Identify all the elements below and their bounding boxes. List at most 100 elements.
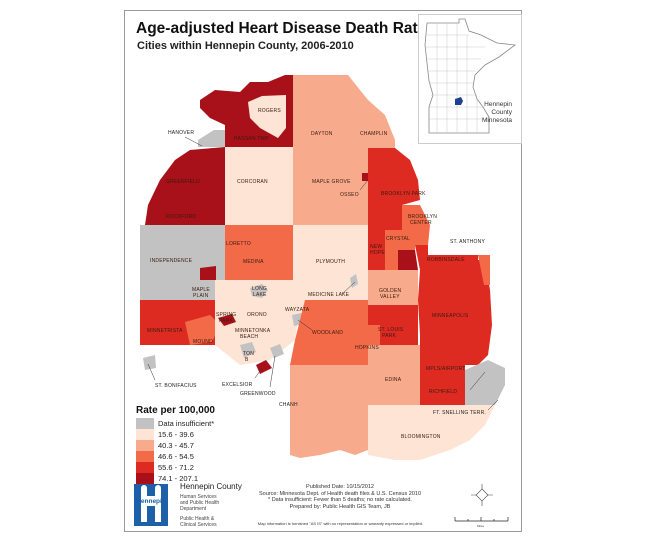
label-tonka-bay-2: B [245, 357, 249, 363]
hennepin-h-icon [141, 485, 161, 522]
region-bloomington [368, 405, 495, 460]
region-tonka-bay [240, 342, 256, 358]
region-richfield [420, 365, 465, 405]
region-st-anthony [478, 255, 490, 285]
region-corcoran [225, 147, 293, 225]
label-medicine-lake: MEDICINE LAKE [308, 292, 350, 298]
region-golden-valley [368, 270, 418, 305]
label-new-hope: NEW [370, 244, 382, 250]
label-ft-snelling: FT. SNELLING TERR. [433, 410, 486, 416]
label-long-lake-2: LAKE [253, 292, 267, 298]
label-chanhassen: CHANH [279, 402, 298, 408]
label-golden-valley-2: VALLEY [380, 294, 400, 300]
label-maple-plain-2: PLAIN [193, 293, 209, 299]
legend-label: 40.3 - 45.7 [158, 441, 194, 450]
region-greenfield [145, 147, 225, 225]
label-richfield: RICHFIELD [429, 389, 457, 395]
label-orono: ORONO [247, 312, 267, 318]
region-orono [215, 280, 300, 365]
region-hopkins [355, 325, 380, 345]
label-spring-park: SPRING [216, 312, 236, 318]
region-spring-park [218, 314, 236, 326]
region-rogers [248, 95, 286, 138]
org-name: Hennepin County [180, 482, 242, 491]
label-st-anthony: ST. ANTHONY [450, 239, 485, 245]
label-osseo: OSSEO [340, 192, 359, 198]
label-woodland: WOODLAND [312, 330, 343, 336]
inset-label: Hennepin County Minnesota [476, 101, 512, 125]
label-mound: MOUND [193, 339, 213, 345]
region-robbinsdale [398, 250, 418, 275]
legend-item: Data insufficient* [136, 418, 214, 429]
label-rockford: ROCKFORD [166, 214, 196, 220]
region-brooklyn-center [402, 205, 430, 245]
legend-label: 46.6 - 54.5 [158, 452, 194, 461]
legend-title: Rate per 100,000 [136, 405, 215, 416]
legend-label: 74.1 - 207.1 [158, 474, 199, 483]
inset-label-line: Hennepin [484, 101, 512, 108]
legend-item: 46.6 - 54.5 [136, 451, 214, 462]
region-champlin [342, 75, 395, 148]
label-minnetrista: MINNETRISTA [147, 328, 183, 334]
region-medina [225, 225, 293, 280]
label-tonka-bay: TON [243, 351, 254, 357]
label-st-louis-park-2: PARK [382, 333, 397, 339]
prepared-by: Prepared by: Public Health GIS Team, JB [289, 503, 391, 510]
label-dayton: DAYTON [311, 131, 333, 137]
label-spring-park-2: PARK [219, 318, 234, 324]
label-maple-plain: MAPLE [192, 287, 210, 293]
label-excelsior: EXCELSIOR [222, 382, 253, 388]
label-long-lake: LONG [252, 286, 267, 292]
legend-item: 74.1 - 207.1 [136, 473, 214, 484]
org-line: Public Health & [180, 516, 215, 522]
label-robbinsdale: ROBBINSDALE [427, 257, 465, 263]
region-eden-prairie [290, 365, 368, 458]
region-brooklyn-park [368, 148, 420, 230]
map-subtitle: Cities within Hennepin County, 2006-2010 [137, 40, 354, 52]
hennepin-highlight [455, 97, 463, 105]
region-hanover [198, 130, 225, 147]
label-hanover: HANOVER [168, 130, 194, 136]
label-hassan: HASSAN TWP [234, 136, 269, 142]
legend-label: 15.6 - 39.6 [158, 430, 194, 439]
legend-label: Data insufficient* [158, 419, 215, 428]
org-department: Human Services and Public Health Departm… [180, 494, 240, 512]
label-mpls-airport: MPLS/AIRPORT [426, 366, 466, 372]
region-greenwood [270, 344, 284, 358]
legend-swatch [136, 429, 154, 440]
label-brooklyn-center-2: CENTER [410, 220, 432, 226]
label-medina: MEDINA [243, 259, 264, 265]
legend-swatch [136, 440, 154, 451]
org-line: Department [180, 506, 207, 512]
published-date: Published Date: 10/15/2012 [306, 484, 374, 490]
hennepin-logo [134, 484, 168, 526]
region-osseo [362, 173, 371, 181]
region-edina [368, 345, 420, 405]
org-line: Clinical Services [180, 522, 217, 528]
region-st-bonifacius [143, 355, 156, 370]
label-independence: INDEPENDENCE [150, 258, 193, 264]
label-edina: EDINA [385, 377, 402, 383]
region-maple-grove [293, 148, 368, 225]
legend-swatch [136, 473, 154, 484]
label-loretto: LORETTO [226, 241, 251, 247]
label-maple-grove: MAPLE GROVE [312, 179, 351, 185]
map-notes: Published Date: 10/15/2012 Source: Minne… [240, 484, 440, 510]
data-note: * Data insufficient: Fewer than 5 deaths… [268, 497, 412, 503]
inset-label-line: County [491, 109, 512, 116]
label-st-louis-park: ST. LOUIS [378, 327, 404, 333]
label-crystal: CRYSTAL [386, 236, 410, 242]
label-greenfield: GREENFIELD [166, 179, 200, 185]
label-minnetonka-beach-2: BEACH [240, 334, 258, 340]
inset-locator-map [418, 14, 522, 144]
region-plymouth [293, 225, 368, 300]
legend-item: 40.3 - 45.7 [136, 440, 214, 451]
legend-swatch [136, 462, 154, 473]
label-greenwood: GREENWOOD [240, 391, 276, 397]
legend-item: 15.6 - 39.6 [136, 429, 214, 440]
map-title: Age-adjusted Heart Disease Death Rate [136, 20, 427, 37]
label-plymouth: PLYMOUTH [316, 259, 345, 265]
label-champlin: CHAMPLIN [360, 131, 388, 137]
org-line: Human Services [180, 494, 217, 500]
